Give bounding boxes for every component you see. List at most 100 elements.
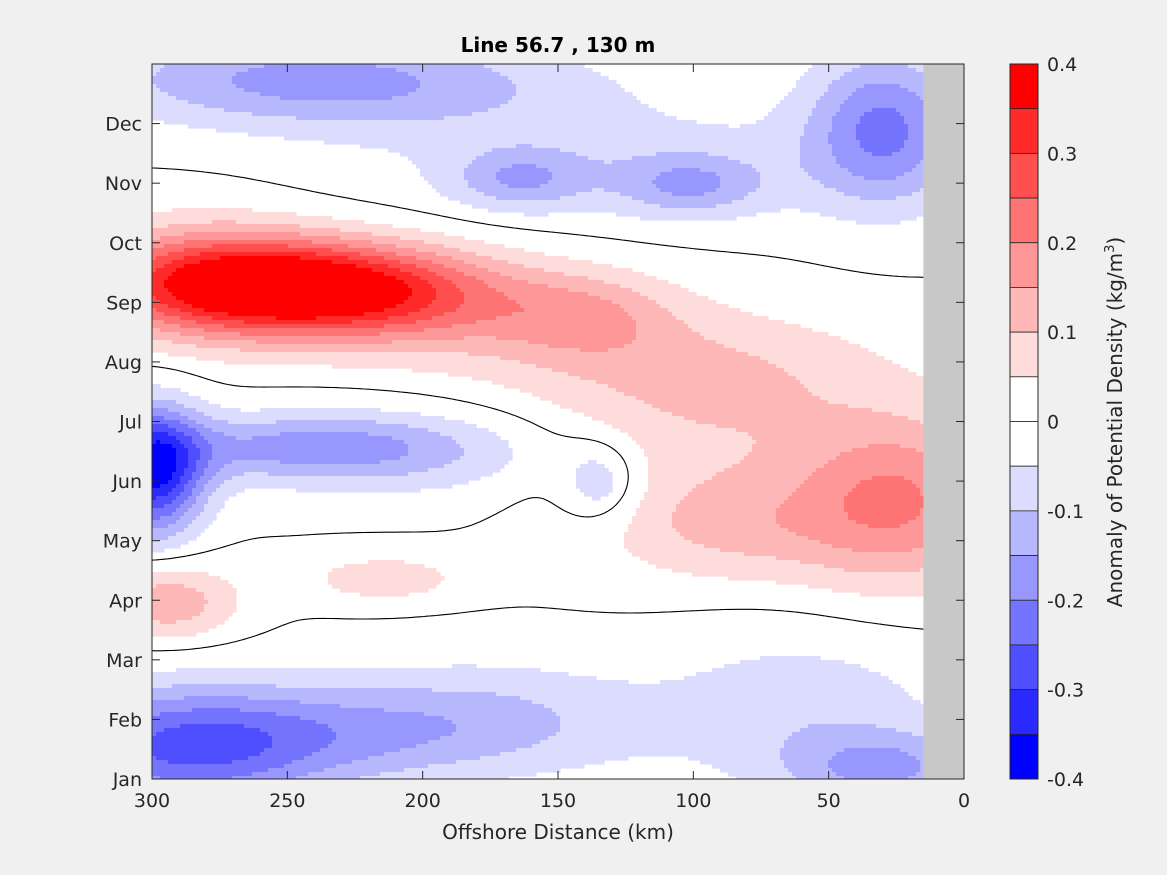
field-cell — [660, 304, 729, 309]
field-cell — [176, 520, 193, 525]
field-cell — [776, 104, 817, 109]
field-cell — [400, 268, 429, 273]
field-cell — [384, 752, 501, 757]
field-cell — [152, 624, 217, 629]
field-cell — [748, 352, 877, 357]
field-cell — [252, 436, 393, 441]
field-cell — [860, 116, 905, 121]
field-cell — [808, 584, 925, 589]
field-cell — [544, 268, 633, 273]
field-cell — [216, 472, 245, 477]
field-cell — [872, 476, 905, 481]
field-cell — [768, 112, 813, 117]
field-cell — [556, 732, 793, 737]
field-cell — [788, 496, 845, 501]
field-cell — [684, 536, 809, 541]
field-cell — [724, 468, 817, 473]
field-cell — [860, 64, 909, 69]
field-cell — [392, 340, 529, 345]
field-cell — [828, 136, 857, 141]
colorbar-swatch — [1009, 287, 1039, 333]
field-cell — [196, 408, 241, 413]
field-cell — [296, 776, 361, 779]
field-cell — [156, 72, 237, 77]
field-cell — [272, 736, 337, 741]
field-cell — [196, 428, 213, 433]
field-cell — [152, 676, 597, 681]
field-cell — [152, 424, 169, 429]
field-cell — [212, 452, 409, 457]
field-cell — [636, 396, 821, 401]
field-cell — [492, 148, 561, 153]
field-cell — [408, 444, 461, 449]
field-cell — [160, 776, 233, 779]
field-cell — [168, 424, 189, 429]
field-cell — [620, 284, 681, 289]
field-cell — [916, 516, 925, 521]
field-cell — [464, 336, 497, 341]
field-cell — [660, 204, 717, 209]
field-cell — [416, 320, 477, 325]
field-cell — [920, 492, 925, 497]
field-cell — [640, 216, 737, 221]
field-cell — [644, 448, 753, 453]
field-cell — [672, 520, 777, 525]
field-cell — [432, 300, 465, 305]
field-cell — [500, 104, 649, 109]
field-cell — [812, 64, 861, 69]
field-cell — [460, 444, 509, 449]
field-cell — [584, 492, 609, 497]
field-cell — [152, 68, 161, 73]
field-cell — [516, 88, 625, 93]
colorbar: 0.4 0.3 0.2 0.1 0 -0.1 -0.2 -0.3 -0.4 — [1009, 54, 1084, 791]
field-cell — [832, 148, 865, 153]
field-cell — [412, 272, 437, 277]
field-cell — [460, 248, 525, 253]
field-cell — [176, 468, 185, 473]
field-cell — [796, 84, 829, 89]
field-cell — [400, 152, 485, 157]
field-cell — [152, 436, 177, 441]
field-cell — [168, 432, 185, 437]
field-cell — [260, 92, 409, 97]
field-cell — [152, 680, 629, 685]
field-cell — [152, 776, 161, 779]
field-cell — [504, 384, 609, 389]
field-cell — [156, 84, 237, 89]
field-cell — [188, 456, 201, 461]
field-cell — [176, 496, 189, 501]
field-cell — [620, 428, 737, 433]
field-cell — [236, 84, 421, 89]
field-cell — [176, 460, 189, 465]
field-cell — [760, 176, 813, 181]
field-cell — [232, 460, 281, 465]
field-cell — [248, 756, 305, 761]
field-cell — [176, 484, 185, 489]
field-cell — [224, 480, 469, 485]
field-cell — [476, 264, 525, 269]
field-cell — [464, 296, 509, 301]
field-cell — [376, 420, 465, 425]
field-cell — [592, 416, 685, 421]
field-cell — [152, 740, 273, 745]
field-cell — [356, 264, 389, 269]
field-cell — [844, 72, 925, 77]
field-cell — [348, 256, 385, 261]
field-cell — [204, 336, 465, 341]
field-cell — [908, 64, 925, 69]
field-cell — [224, 324, 385, 329]
field-cell — [916, 772, 925, 777]
field-cell — [848, 404, 925, 409]
field-cell — [736, 348, 869, 353]
field-cell — [524, 264, 613, 269]
field-cell — [464, 452, 513, 457]
field-cell — [488, 108, 657, 113]
field-cell — [900, 524, 925, 529]
field-cell — [420, 172, 465, 177]
field-cell — [836, 156, 925, 161]
field-cell — [416, 264, 445, 269]
field-cell — [784, 740, 925, 745]
anomaly-field — [152, 64, 925, 779]
colorbar-swatch — [1009, 376, 1039, 422]
